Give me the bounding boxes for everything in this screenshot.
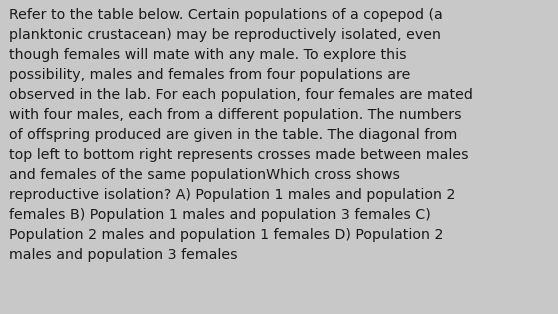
Text: Refer to the table below. Certain populations of a copepod (a
planktonic crustac: Refer to the table below. Certain popula… (9, 8, 473, 263)
